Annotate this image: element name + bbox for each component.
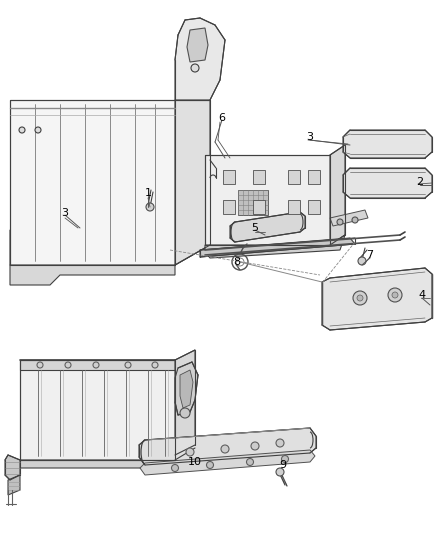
- Polygon shape: [205, 235, 345, 258]
- Circle shape: [276, 468, 284, 476]
- Circle shape: [191, 64, 199, 72]
- Bar: [308, 170, 320, 184]
- Polygon shape: [205, 155, 330, 245]
- Polygon shape: [330, 145, 345, 245]
- Circle shape: [206, 462, 213, 469]
- Text: 10: 10: [188, 457, 202, 467]
- Circle shape: [337, 219, 343, 225]
- Polygon shape: [139, 428, 316, 465]
- Circle shape: [276, 439, 284, 447]
- Circle shape: [93, 362, 99, 368]
- Polygon shape: [175, 18, 225, 100]
- Polygon shape: [200, 238, 355, 257]
- Circle shape: [125, 362, 131, 368]
- Bar: [253, 170, 265, 184]
- Text: 9: 9: [279, 460, 286, 470]
- Polygon shape: [343, 130, 432, 158]
- Circle shape: [357, 295, 363, 301]
- Bar: [308, 200, 320, 214]
- Text: 2: 2: [417, 177, 424, 187]
- Text: 3: 3: [61, 208, 68, 218]
- Bar: [288, 200, 300, 214]
- Polygon shape: [180, 370, 193, 408]
- Circle shape: [353, 291, 367, 305]
- Bar: [253, 200, 265, 214]
- Circle shape: [358, 257, 366, 265]
- Polygon shape: [343, 168, 432, 198]
- Text: 6: 6: [219, 113, 226, 123]
- Circle shape: [180, 408, 190, 418]
- Text: 5: 5: [251, 223, 258, 233]
- Circle shape: [186, 448, 194, 456]
- Circle shape: [35, 127, 41, 133]
- Circle shape: [221, 445, 229, 453]
- Polygon shape: [175, 362, 198, 415]
- Circle shape: [146, 203, 154, 211]
- Polygon shape: [140, 450, 315, 475]
- Bar: [223, 170, 235, 184]
- Polygon shape: [10, 265, 175, 285]
- Circle shape: [65, 362, 71, 368]
- Polygon shape: [238, 190, 268, 215]
- Circle shape: [282, 456, 289, 463]
- Text: 1: 1: [145, 188, 152, 198]
- Bar: [223, 200, 235, 214]
- Polygon shape: [10, 100, 175, 265]
- Polygon shape: [175, 350, 195, 455]
- Text: 7: 7: [367, 250, 374, 260]
- Circle shape: [388, 288, 402, 302]
- Circle shape: [352, 217, 358, 223]
- Bar: [288, 170, 300, 184]
- Circle shape: [251, 442, 259, 450]
- Polygon shape: [175, 100, 210, 265]
- Polygon shape: [20, 360, 175, 460]
- Polygon shape: [8, 475, 20, 495]
- Circle shape: [392, 292, 398, 298]
- Polygon shape: [187, 28, 208, 62]
- Polygon shape: [230, 212, 305, 242]
- Circle shape: [152, 362, 158, 368]
- Circle shape: [247, 458, 254, 465]
- Text: 8: 8: [233, 257, 240, 267]
- Circle shape: [19, 127, 25, 133]
- Polygon shape: [322, 268, 432, 330]
- Polygon shape: [330, 210, 368, 226]
- Polygon shape: [10, 215, 210, 265]
- Polygon shape: [20, 360, 175, 370]
- Polygon shape: [5, 455, 20, 480]
- Circle shape: [172, 464, 179, 472]
- Text: 4: 4: [418, 290, 426, 300]
- Text: 3: 3: [307, 132, 314, 142]
- Circle shape: [37, 362, 43, 368]
- Polygon shape: [20, 448, 195, 468]
